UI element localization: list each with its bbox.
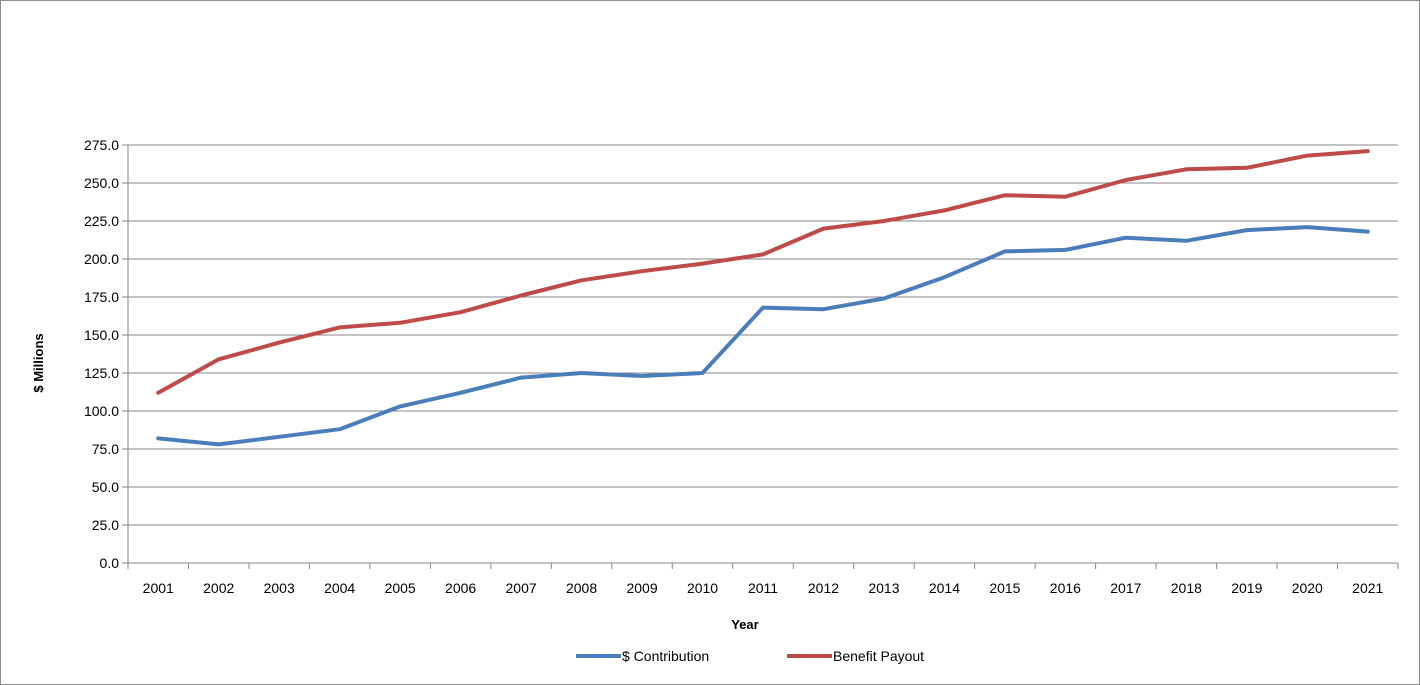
- x-tick-label: 2018: [1171, 580, 1202, 596]
- x-tick-label: 2019: [1231, 580, 1262, 596]
- series-line-contribution: [156, 225, 1370, 447]
- x-tick-label: 2010: [687, 580, 718, 596]
- x-tick-label: 2015: [989, 580, 1020, 596]
- y-tick-label: 0.0: [100, 555, 120, 571]
- x-tick-label: 2017: [1110, 580, 1141, 596]
- y-tick-label: 75.0: [92, 441, 119, 457]
- series-line-benefit-payout: [156, 149, 1370, 395]
- y-tick-label: 175.0: [84, 289, 119, 305]
- x-tick-label: 2011: [748, 580, 778, 596]
- legend-label: Benefit Payout: [833, 648, 924, 664]
- x-tick-label: 2002: [203, 580, 234, 596]
- x-tick-label: 2021: [1352, 580, 1383, 596]
- y-tick-label: 250.0: [84, 175, 119, 191]
- x-tick-label: 2014: [929, 580, 960, 596]
- y-tick-label: 275.0: [84, 137, 119, 153]
- y-tick-label: 200.0: [84, 251, 119, 267]
- y-tick-label: 125.0: [84, 365, 119, 381]
- x-axis: [127, 145, 1399, 569]
- y-axis-title: $ Millions: [31, 333, 46, 392]
- x-tick-label: 2005: [385, 580, 416, 596]
- x-tick-label: 2020: [1292, 580, 1323, 596]
- gridlines: [122, 144, 1398, 564]
- y-tick-label: 25.0: [92, 517, 119, 533]
- y-tick-label: 225.0: [84, 213, 119, 229]
- x-tick-label: 2008: [566, 580, 597, 596]
- x-tick-label: 2012: [808, 580, 839, 596]
- x-axis-title: Year: [731, 617, 758, 632]
- y-tick-label: 100.0: [84, 403, 119, 419]
- x-tick-label: 2001: [143, 580, 174, 596]
- legend-label: $ Contribution: [622, 648, 709, 664]
- y-tick-labels: 0.0 25.0 50.0 75.0 100.0 125.0 150.0 175.0 200.0…: [84, 137, 119, 571]
- x-tick-label: 2004: [324, 580, 355, 596]
- x-tick-label: 2016: [1050, 580, 1081, 596]
- x-tick-label: 2013: [868, 580, 899, 596]
- x-tick-label: 2006: [445, 580, 476, 596]
- x-tick-label: 2007: [506, 580, 537, 596]
- y-tick-label: 50.0: [92, 479, 119, 495]
- x-tick-labels: 2001 2002 2003 2004 2005 2006 2007 2008 2009 2010…: [143, 580, 1384, 596]
- legend: $ Contribution Benefit Payout: [576, 648, 924, 664]
- x-tick-label: 2009: [626, 580, 657, 596]
- y-tick-label: 150.0: [84, 327, 119, 343]
- x-tick-label: 2003: [264, 580, 295, 596]
- series-lines: [156, 149, 1370, 447]
